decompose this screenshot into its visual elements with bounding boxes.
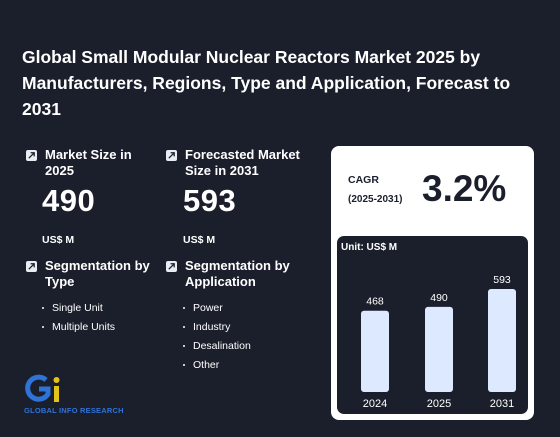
chart-canvas: 468 2024 490 2025 593 2031 [361,274,516,410]
trend-up-icon [26,150,37,161]
bullet-icon [183,344,185,347]
market-size-unit: US$ M [42,234,75,246]
bullet-icon [42,306,44,309]
forecast-block: Forecasted Market Size in 2031 [166,147,306,179]
seg-type-block: Segmentation by Type [26,258,156,290]
data-label-2025: 490 [430,292,448,304]
bullet-icon [183,306,185,309]
bullet-icon [183,325,185,328]
market-size-block: Market Size in 2025 [26,147,156,179]
cagr-label: CAGR [348,174,379,186]
list-item: Multiple Units [42,317,115,336]
bar-2024 [361,310,389,392]
bar-2031 [488,289,516,392]
forecast-value: 593 [183,183,237,218]
bar-chart: Unit: US$ M 468 2024 490 2025 593 2031 [337,236,528,414]
x-tick-2031: 2031 [490,398,514,410]
market-size-value: 490 [42,183,96,218]
x-tick-2024: 2024 [363,398,387,410]
seg-type-list: Single Unit Multiple Units [42,298,115,336]
seg-type-label: Segmentation by Type [45,258,150,289]
cagr-card: CAGR (2025-2031) 3.2% Unit: US$ M 468 202… [331,146,534,420]
bullet-icon [42,325,44,328]
data-label-2024: 468 [366,296,384,308]
x-tick-2025: 2025 [427,398,451,410]
brand-logo: GLOBAL INFO RESEARCH [24,374,144,418]
trend-up-icon [166,150,177,161]
bar-2025 [425,306,453,392]
trend-up-icon [26,261,37,272]
list-item: Other [183,355,251,374]
seg-app-label: Segmentation by Application [185,258,290,289]
list-item: Power [183,298,251,317]
list-item: Industry [183,317,251,336]
market-size-label: Market Size in 2025 [45,147,132,178]
forecast-unit: US$ M [183,234,216,246]
page-title: Global Small Modular Nuclear Reactors Ma… [22,47,511,119]
logo-mark-icon [25,374,60,402]
chart-unit-label: Unit: US$ M [341,242,398,253]
list-item: Desalination [183,336,251,355]
trend-up-icon [166,261,177,272]
cagr-value: 3.2% [422,168,507,209]
forecast-label: Forecasted Market Size in 2031 [185,147,300,178]
seg-app-list: Power Industry Desalination Other [183,298,251,374]
seg-app-block: Segmentation by Application [166,258,316,290]
list-item: Single Unit [42,298,115,317]
bullet-icon [183,363,185,366]
cagr-years: (2025-2031) [348,194,403,205]
data-label-2031: 593 [493,274,511,286]
logo-text: GLOBAL INFO RESEARCH [24,406,124,415]
